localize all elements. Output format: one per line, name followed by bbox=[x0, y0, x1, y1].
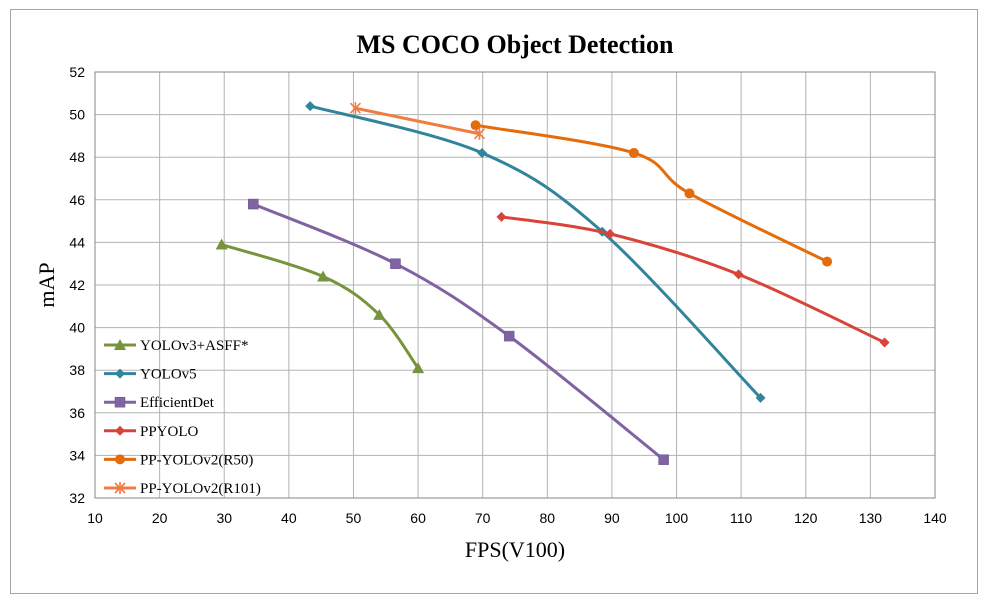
legend-marker bbox=[115, 454, 125, 465]
tick-labels: 10 20 30 40 50 60 70 80 90 100 110 120 130 140 32 34 36 3… bbox=[69, 64, 946, 526]
data-point bbox=[317, 270, 330, 282]
plot-area bbox=[94, 71, 936, 499]
data-point bbox=[503, 330, 515, 342]
legend-item: YOLOv5 bbox=[104, 367, 197, 383]
data-point bbox=[473, 127, 486, 140]
y-tick-label: 42 bbox=[69, 277, 85, 293]
x-tick-label: 120 bbox=[794, 510, 818, 526]
series-line bbox=[499, 215, 887, 345]
y-tick-label: 32 bbox=[69, 490, 85, 506]
y-tick-label: 40 bbox=[69, 320, 85, 336]
series-line bbox=[308, 104, 763, 400]
y-tick-label: 46 bbox=[69, 192, 85, 208]
legend-item: PPYOLO bbox=[104, 424, 199, 440]
data-point bbox=[822, 256, 833, 267]
data-point bbox=[349, 102, 361, 115]
data-point bbox=[412, 362, 425, 374]
legend-label: EfficientDet bbox=[140, 395, 215, 411]
data-point bbox=[496, 211, 507, 222]
series-line bbox=[474, 123, 829, 264]
y-tick-label: 38 bbox=[69, 362, 85, 378]
gridlines bbox=[94, 71, 936, 499]
y-tick-label: 52 bbox=[69, 64, 85, 80]
x-tick-label: 130 bbox=[859, 510, 883, 526]
legend-label: PP-YOLOv2(R50) bbox=[140, 452, 253, 468]
legend-item: YOLOv3+ASFF* bbox=[104, 338, 248, 354]
series-5 bbox=[349, 102, 486, 140]
legend-label: YOLOv5 bbox=[140, 367, 197, 383]
y-axis-title: mAP bbox=[34, 262, 59, 307]
x-tick-label: 80 bbox=[540, 510, 556, 526]
legend-marker bbox=[114, 396, 126, 408]
series-line bbox=[251, 202, 666, 462]
data-point bbox=[248, 198, 259, 210]
y-tick-label: 34 bbox=[69, 447, 85, 463]
x-axis-title: FPS(V100) bbox=[465, 537, 565, 562]
data-point bbox=[733, 269, 744, 280]
x-tick-label: 40 bbox=[281, 510, 297, 526]
data-point bbox=[215, 238, 228, 250]
x-tick-label: 10 bbox=[87, 510, 103, 526]
legend-label: YOLOv3+ASFF* bbox=[140, 338, 248, 354]
data-point bbox=[755, 392, 766, 403]
legend-item: PP-YOLOv2(R50) bbox=[104, 452, 253, 468]
data-point bbox=[684, 188, 695, 199]
x-tick-label: 50 bbox=[346, 510, 362, 526]
data-point bbox=[658, 454, 669, 465]
legend-item: EfficientDet bbox=[104, 395, 215, 411]
data-point bbox=[604, 228, 615, 239]
x-tick-label: 140 bbox=[923, 510, 947, 526]
legend-marker bbox=[114, 339, 126, 350]
series-line bbox=[353, 106, 481, 136]
series-3 bbox=[496, 211, 890, 348]
legend-label: PP-YOLOv2(R101) bbox=[140, 481, 261, 497]
chart-title: MS COCO Object Detection bbox=[357, 30, 675, 59]
x-tick-label: 20 bbox=[152, 510, 168, 526]
data-point bbox=[373, 308, 386, 320]
legend-item: PP-YOLOv2(R101) bbox=[104, 481, 261, 497]
series-layer bbox=[215, 101, 890, 465]
series-line bbox=[220, 243, 420, 370]
series-0 bbox=[215, 238, 425, 374]
series-4 bbox=[470, 120, 833, 267]
legend-label: PPYOLO bbox=[140, 424, 199, 440]
legend-marker bbox=[115, 425, 125, 436]
y-tick-label: 48 bbox=[69, 149, 85, 165]
y-tick-label: 36 bbox=[69, 405, 85, 421]
y-tick-label: 44 bbox=[69, 234, 85, 250]
data-point bbox=[305, 101, 316, 112]
data-point bbox=[470, 120, 481, 131]
data-point bbox=[477, 147, 488, 158]
legend-marker bbox=[114, 482, 126, 494]
x-tick-label: 90 bbox=[604, 510, 620, 526]
x-tick-label: 100 bbox=[665, 510, 689, 526]
x-tick-label: 110 bbox=[730, 510, 753, 526]
chart-frame bbox=[10, 9, 978, 594]
data-point bbox=[390, 258, 401, 269]
series-2 bbox=[248, 198, 669, 465]
legend: YOLOv3+ASFF* YOLOv5 EfficientDet PPYOLO PP-Y… bbox=[104, 338, 261, 497]
y-tick-label: 50 bbox=[69, 107, 85, 123]
data-point bbox=[628, 147, 639, 158]
x-tick-label: 70 bbox=[475, 510, 491, 526]
x-tick-label: 60 bbox=[410, 510, 426, 526]
series-1 bbox=[305, 101, 766, 403]
legend-marker bbox=[115, 368, 125, 379]
data-point bbox=[879, 337, 890, 348]
x-tick-label: 30 bbox=[216, 510, 232, 526]
